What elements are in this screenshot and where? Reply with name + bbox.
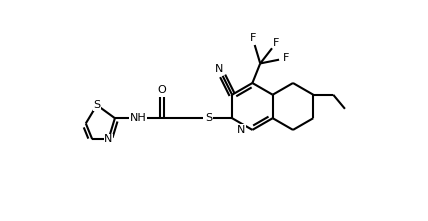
Text: S: S — [205, 113, 212, 123]
Text: N: N — [237, 125, 245, 135]
Text: F: F — [273, 38, 279, 48]
Text: N: N — [215, 64, 223, 74]
Text: NH: NH — [130, 113, 147, 123]
Text: F: F — [250, 33, 256, 44]
Text: F: F — [282, 53, 289, 63]
Text: O: O — [158, 85, 166, 95]
Text: N: N — [104, 134, 113, 144]
Text: S: S — [93, 100, 101, 110]
